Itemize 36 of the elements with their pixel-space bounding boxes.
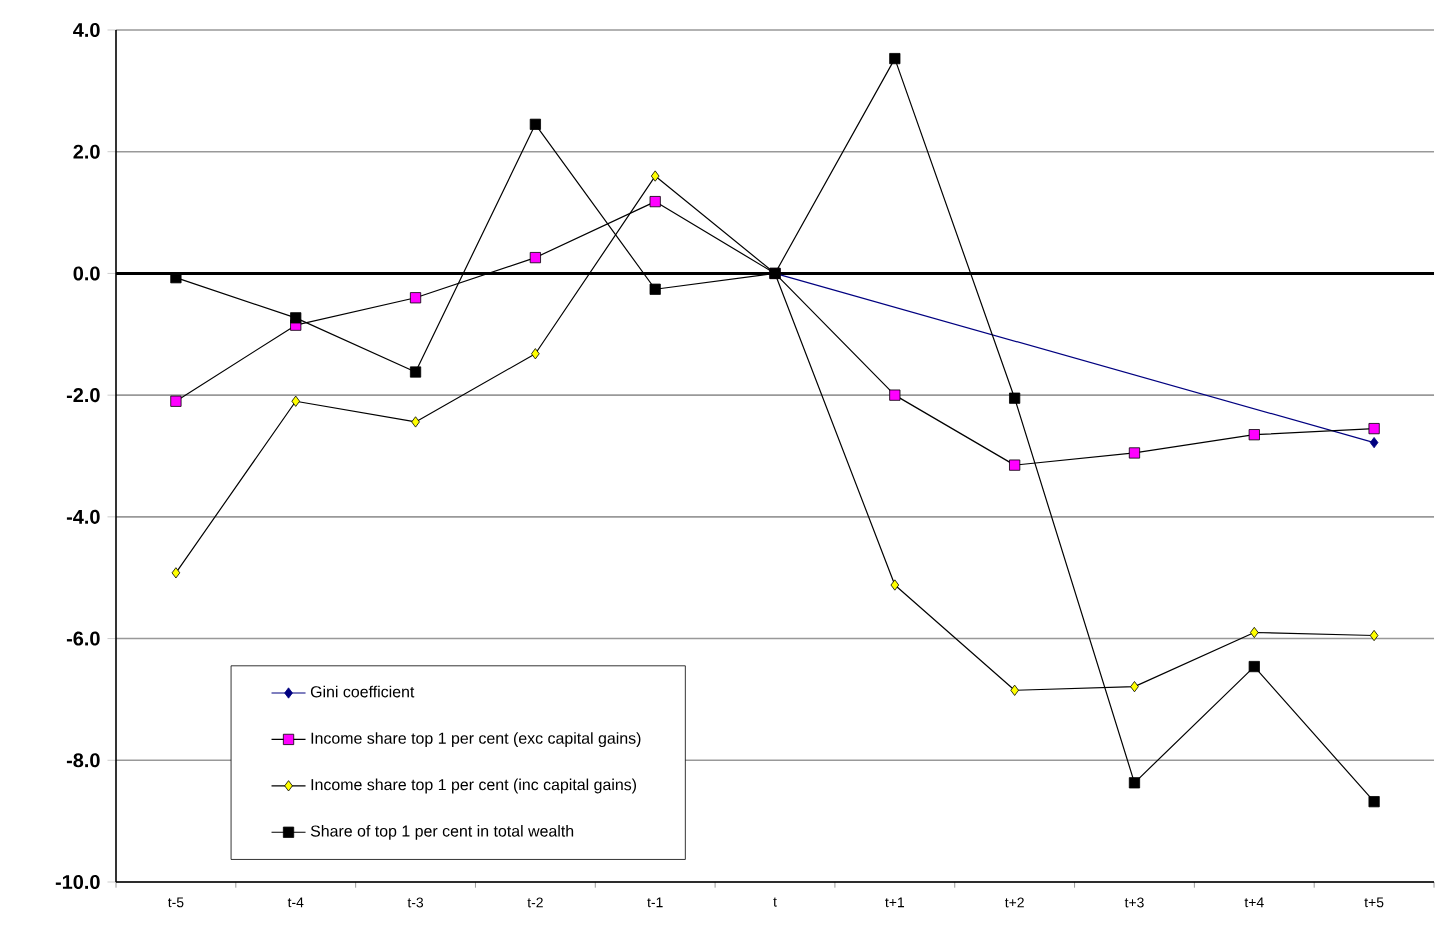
point [1010,684,1019,696]
point [890,579,900,591]
point [889,389,901,401]
y-tick-label: -4.0 [66,509,100,524]
point [1368,796,1380,808]
point [1128,777,1141,789]
y-tick-label: 2.0 [73,144,100,159]
point [1248,660,1260,673]
point [1130,681,1139,693]
y-tick-label: -2.0 [66,388,100,403]
y-tick-label: 4.0 [73,22,100,38]
y-tick-label: -6.0 [66,631,100,646]
point [170,395,182,407]
point [529,118,541,130]
point [291,395,301,407]
point [409,366,422,378]
point [1248,429,1260,441]
point [1369,437,1379,449]
point [1009,392,1021,404]
y-tick-label: -10.0 [55,874,100,890]
y-tick-label: -8.0 [66,753,100,768]
point [1009,459,1021,471]
point [529,252,541,264]
point [889,53,901,65]
point [411,416,420,428]
point [531,348,540,360]
point [409,292,422,304]
y-tick-label: 0.0 [73,266,100,281]
point [1128,447,1141,459]
point [290,312,302,324]
point [650,170,660,182]
point [649,196,661,208]
point [1368,423,1380,435]
point [171,567,181,579]
point [649,283,661,295]
point [1369,629,1379,642]
